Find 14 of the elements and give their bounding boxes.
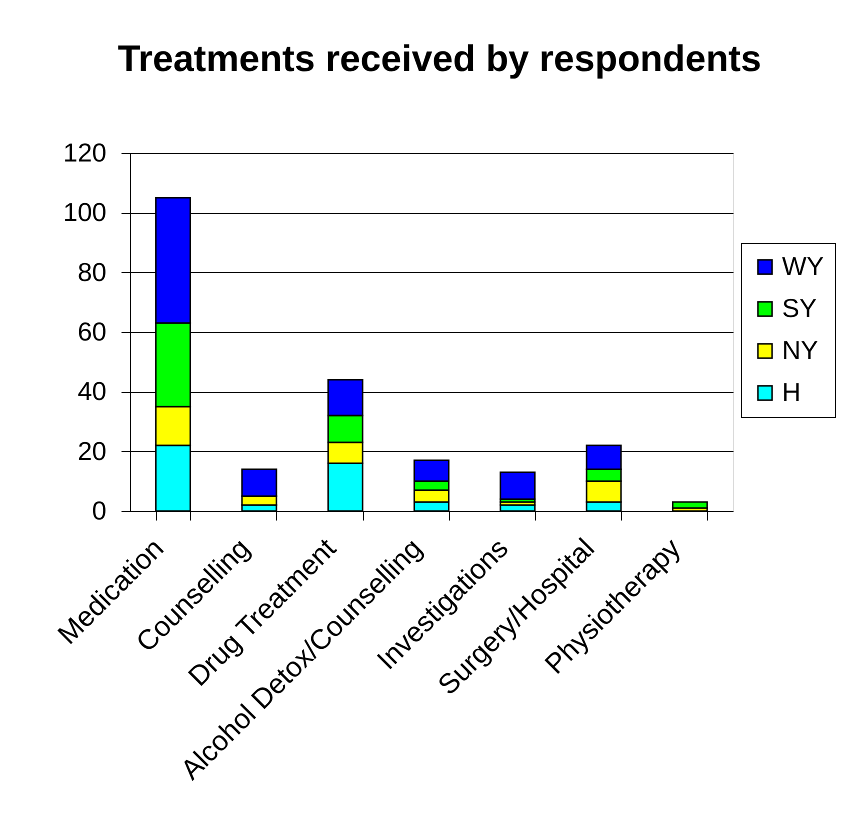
legend-label: NY xyxy=(782,335,818,365)
legend-label: H xyxy=(782,377,801,407)
legend-label: WY xyxy=(782,251,824,281)
y-tick-label: 80 xyxy=(78,256,106,287)
bar xyxy=(672,501,708,509)
chart-title: Treatments received by respondents xyxy=(118,38,762,79)
y-tick-label: 120 xyxy=(63,138,106,168)
y-tick-label: 100 xyxy=(63,197,106,228)
y-tick-label: 0 xyxy=(92,496,106,526)
y-tick-label: 60 xyxy=(78,316,106,346)
bar xyxy=(500,471,536,500)
y-tick-label: 20 xyxy=(78,436,106,466)
legend-label: SY xyxy=(782,293,817,323)
y-tick-label: 40 xyxy=(78,376,106,406)
